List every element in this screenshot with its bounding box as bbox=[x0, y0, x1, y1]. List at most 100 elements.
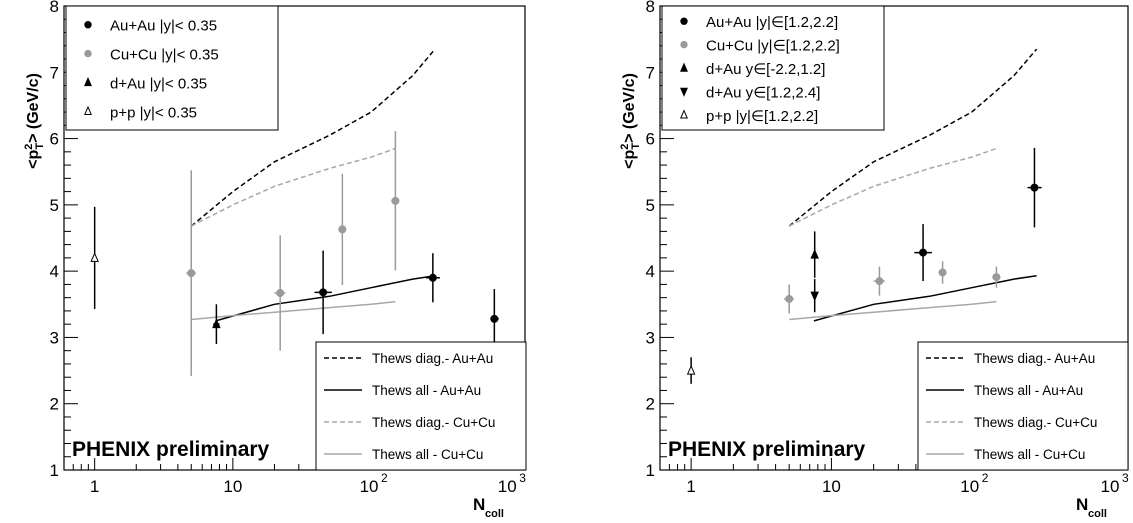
y-tick-label: 2 bbox=[646, 395, 655, 414]
legend-label: Au+Au |y|∈[1.2,2.2] bbox=[706, 14, 838, 31]
y-axis-title-main: <p bbox=[25, 150, 42, 169]
data-point bbox=[992, 266, 1001, 288]
theory-legend-label: Thews diag.- Au+Au bbox=[372, 351, 493, 366]
y-tick-label: 5 bbox=[50, 196, 59, 215]
marker-circle bbox=[490, 314, 499, 323]
y-axis-title-sub: T bbox=[630, 143, 642, 150]
marker-circle bbox=[938, 268, 947, 277]
y-axis-title-tail: > (GeV/c) bbox=[25, 73, 42, 143]
legend-entry: d+Au |y|< 0.35 bbox=[84, 75, 207, 92]
theory-legend-entry: Thews diag.- Cu+Cu bbox=[324, 415, 495, 430]
y-tick-label: 4 bbox=[50, 262, 59, 281]
y-axis-title: <p2T> (GeV/c) bbox=[23, 73, 46, 169]
data-point bbox=[274, 235, 286, 351]
legend-label: p+p |y|∈[1.2,2.2] bbox=[706, 108, 818, 125]
marker-circle bbox=[680, 40, 688, 49]
y-tick-label: 7 bbox=[50, 63, 59, 82]
legend-label: d+Au y∈[-2.2,1.2] bbox=[706, 61, 825, 78]
theory-legend-box bbox=[315, 341, 527, 471]
theory-curve bbox=[813, 275, 1037, 322]
marker-circle bbox=[428, 273, 437, 282]
y-tick-label: 3 bbox=[646, 328, 655, 347]
data-point bbox=[686, 357, 696, 384]
theory-curve bbox=[789, 300, 997, 321]
marker-triangle-open bbox=[680, 109, 688, 119]
data-point bbox=[426, 253, 440, 303]
legend-entry: Cu+Cu |y|∈[1.2,2.2] bbox=[680, 38, 840, 55]
legend-entry: d+Au y∈[-2.2,1.2] bbox=[680, 61, 825, 78]
phenix-preliminary-label: PHENIX preliminary bbox=[72, 438, 270, 461]
marker-triangle-down bbox=[810, 291, 819, 302]
legend-box bbox=[65, 5, 279, 131]
marker-triangle-open bbox=[686, 364, 696, 375]
x-tick-label: 1 bbox=[686, 477, 695, 496]
theory-legend-label: Thews all - Au+Au bbox=[372, 383, 481, 398]
theory-legend-entry: Thews diag.- Cu+Cu bbox=[926, 415, 1097, 430]
y-tick-label: 5 bbox=[646, 196, 655, 215]
marker-circle bbox=[785, 294, 794, 303]
y-tick-label: 6 bbox=[646, 130, 655, 149]
theory-curve bbox=[215, 275, 436, 322]
theory-legend-label: Thews diag.- Au+Au bbox=[974, 351, 1095, 366]
data-point bbox=[490, 289, 499, 349]
marker-triangle bbox=[680, 62, 688, 72]
data-point bbox=[810, 231, 819, 278]
data-point bbox=[338, 173, 347, 286]
theory-curve bbox=[788, 48, 1038, 227]
theory-legend-entry: Thews all - Cu+Cu bbox=[926, 447, 1085, 462]
x-tick-label-exponent: 3 bbox=[519, 471, 526, 485]
theory-legend-entry: Thews all - Cu+Cu bbox=[324, 447, 483, 462]
marker-circle bbox=[1030, 183, 1039, 192]
legend-label: Cu+Cu |y|∈[1.2,2.2] bbox=[706, 38, 840, 55]
y-axis-title: <p2T> (GeV/c) bbox=[619, 73, 642, 169]
y-axis-title-sub: T bbox=[34, 143, 46, 150]
marker-circle bbox=[338, 225, 347, 234]
y-tick-label: 6 bbox=[50, 130, 59, 149]
legend-label: p+p |y|< 0.35 bbox=[110, 104, 197, 121]
y-tick-label: 1 bbox=[50, 461, 59, 480]
x-tick-label-exponent: 2 bbox=[381, 471, 388, 485]
data-point bbox=[914, 224, 932, 282]
data-point bbox=[186, 170, 196, 376]
data-point bbox=[391, 131, 400, 271]
y-tick-label: 1 bbox=[646, 461, 655, 480]
x-tick-label: 10 bbox=[822, 477, 841, 496]
theory-curve bbox=[191, 300, 396, 321]
marker-triangle bbox=[212, 318, 221, 329]
marker-circle bbox=[84, 49, 92, 58]
legend-entry: Au+Au |y|∈[1.2,2.2] bbox=[680, 14, 838, 31]
marker-circle bbox=[391, 196, 400, 205]
legend: Au+Au |y|∈[1.2,2.2] Cu+Cu |y|∈[1.2,2.2] d+… bbox=[661, 5, 885, 131]
marker-circle bbox=[187, 269, 196, 278]
legend-label: Au+Au |y|< 0.35 bbox=[110, 18, 217, 35]
y-tick-label: 8 bbox=[50, 0, 59, 16]
y-axis-title-sup: 2 bbox=[23, 144, 35, 150]
x-axis-title-sub: coll bbox=[485, 508, 504, 520]
data-point bbox=[212, 304, 221, 345]
legend-entry: Cu+Cu |y|< 0.35 bbox=[84, 47, 219, 64]
theory-legend: Thews diag.- Au+Au Thews all - Au+Au Thews… bbox=[917, 341, 1129, 471]
legend-box bbox=[661, 5, 885, 131]
y-axis-title-tail: > (GeV/c) bbox=[621, 73, 638, 143]
theory-legend-entry: Thews diag.- Au+Au bbox=[324, 351, 493, 366]
x-tick-label: 10 2 bbox=[360, 471, 388, 496]
marker-triangle-down bbox=[680, 87, 688, 97]
y-tick-label: 8 bbox=[646, 0, 655, 16]
y-tick-label: 7 bbox=[646, 63, 655, 82]
theory-legend-label: Thews all - Au+Au bbox=[974, 383, 1083, 398]
theory-legend: Thews diag.- Au+Au Thews all - Au+Au Thews… bbox=[315, 341, 527, 471]
data-point bbox=[784, 284, 794, 314]
x-tick-label: 1 bbox=[90, 477, 99, 496]
theory-legend-box bbox=[917, 341, 1129, 471]
x-tick-label-base: 10 bbox=[360, 477, 379, 496]
theory-curve bbox=[788, 147, 997, 227]
theory-legend-entry: Thews all - Au+Au bbox=[926, 383, 1083, 398]
plot-frame bbox=[659, 5, 1129, 471]
x-axis-title-sub: coll bbox=[1088, 508, 1107, 520]
marker-circle bbox=[875, 277, 884, 286]
